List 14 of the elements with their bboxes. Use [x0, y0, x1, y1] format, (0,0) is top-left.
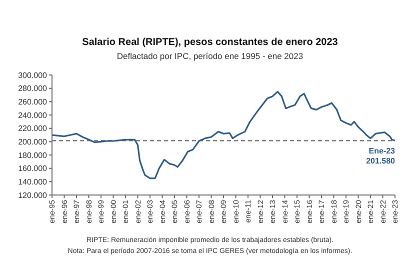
y-tick-label: 120.000	[18, 190, 48, 200]
y-tick-label: 260.000	[18, 97, 48, 106]
y-tick-label: 200.000	[18, 137, 48, 146]
y-tick-label: 220.000	[18, 124, 48, 134]
y-tick-label: 240.000	[18, 110, 48, 120]
y-tick-label: 140.000	[18, 177, 48, 186]
chart-subtitle: Deflactado por IPC, período ene 1995 - ene 2023	[116, 51, 304, 61]
chart-title: Salario Real (RIPTE), pesos constantes de enero 2023	[82, 37, 338, 48]
y-tick-label: 180.000	[18, 150, 48, 160]
y-tick-label: 280.000	[18, 84, 48, 94]
line-series	[51, 90, 396, 180]
y-tick-label: 300.000	[18, 70, 48, 80]
annotation: Ene-23 201.580	[366, 146, 396, 166]
y-tick-label: 160.000	[18, 164, 48, 174]
